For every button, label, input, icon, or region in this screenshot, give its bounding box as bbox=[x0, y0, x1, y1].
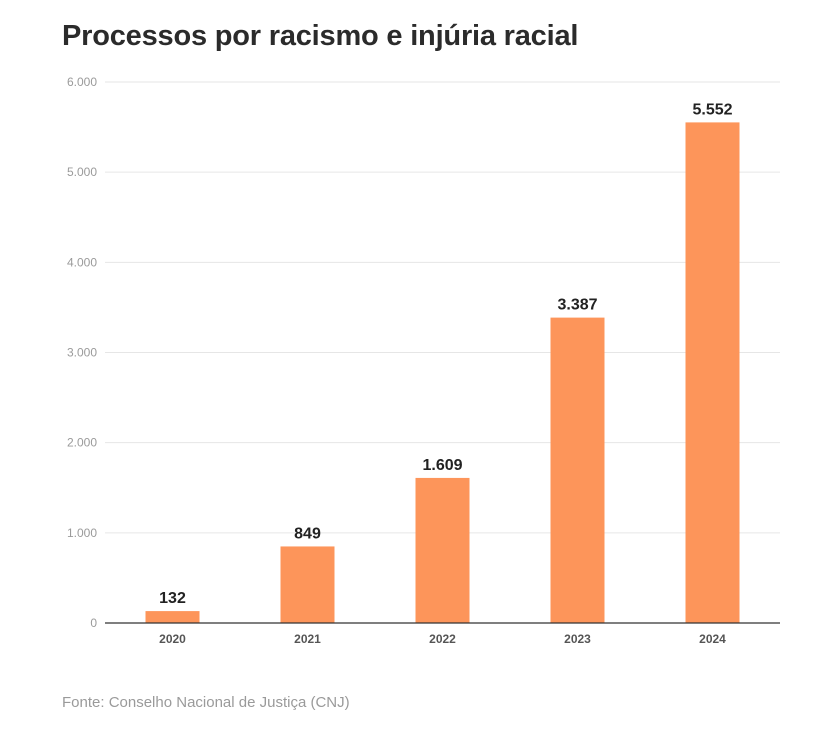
data-labels: 132 849 1.609 3.387 5.552 bbox=[159, 101, 732, 607]
y-tick-label: 4.000 bbox=[67, 255, 97, 269]
bar-chart: 0 1.000 2.000 3.000 4.000 5.000 6.000 132 849 1.… bbox=[67, 75, 780, 646]
data-label-2021: 849 bbox=[294, 525, 321, 542]
y-tick-label: 0 bbox=[90, 616, 97, 630]
x-tick-label: 2023 bbox=[564, 632, 591, 646]
source-note: Fonte: Conselho Nacional de Justiça (CNJ… bbox=[62, 694, 350, 711]
x-tick-label: 2021 bbox=[294, 632, 321, 646]
data-label-2020: 132 bbox=[159, 590, 186, 607]
bar-2021 bbox=[280, 546, 335, 623]
x-tick-label: 2024 bbox=[699, 632, 726, 646]
x-axis-ticks: 2020 2021 2022 2023 2024 bbox=[159, 632, 726, 646]
bar-2024 bbox=[685, 122, 740, 624]
gridlines bbox=[105, 81, 780, 534]
y-tick-label: 6.000 bbox=[67, 75, 97, 89]
y-axis-ticks: 0 1.000 2.000 3.000 4.000 5.000 6.000 bbox=[67, 75, 97, 630]
data-label-2023: 3.387 bbox=[557, 297, 597, 314]
bar-2023 bbox=[550, 317, 605, 623]
x-tick-label: 2020 bbox=[159, 632, 186, 646]
x-tick-label: 2022 bbox=[429, 632, 456, 646]
y-tick-label: 2.000 bbox=[67, 436, 97, 450]
bar-2022 bbox=[415, 477, 470, 623]
y-tick-label: 5.000 bbox=[67, 165, 97, 179]
y-tick-label: 3.000 bbox=[67, 346, 97, 360]
data-label-2024: 5.552 bbox=[692, 101, 732, 118]
chart-title: Processos por racismo e injúria racial bbox=[62, 20, 579, 52]
bar-2020 bbox=[145, 611, 200, 623]
y-tick-label: 1.000 bbox=[67, 526, 97, 540]
data-label-2022: 1.609 bbox=[422, 457, 462, 474]
bars bbox=[145, 122, 740, 624]
